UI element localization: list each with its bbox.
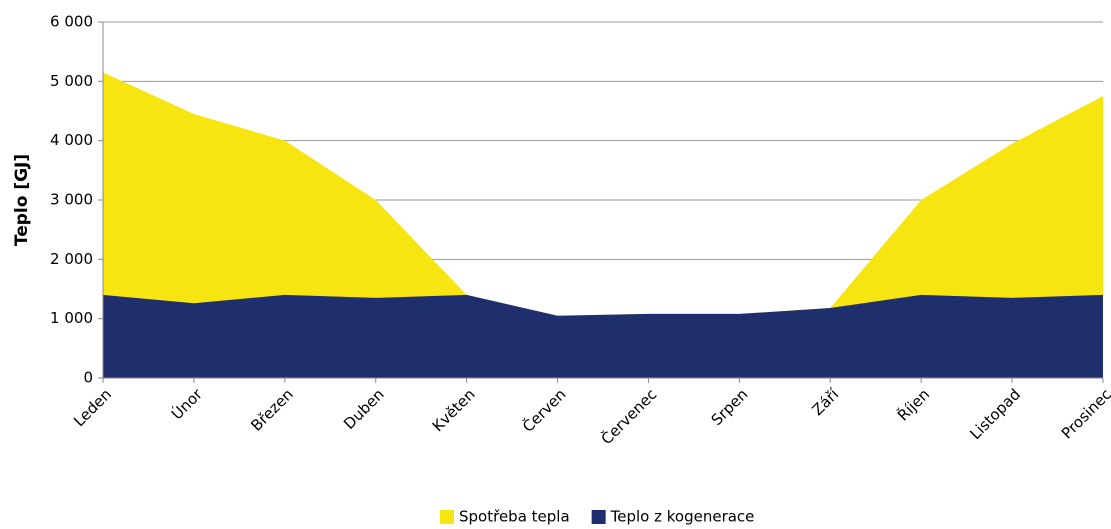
x-tick-label: Leden (70, 385, 115, 430)
x-tick-label: Duben (340, 385, 388, 433)
x-tick-label: Prosinec (1058, 385, 1111, 442)
y-tick-label: 0 (83, 369, 93, 387)
y-tick-label: 6 000 (50, 13, 93, 31)
x-tick-label: Srpen (708, 385, 752, 429)
x-tick-label: Březen (247, 385, 296, 434)
y-tick-label: 5 000 (50, 72, 93, 90)
x-tick-label: Říjen (893, 385, 933, 425)
x-tick-label: Listopad (966, 385, 1024, 443)
area (103, 294, 1103, 378)
x-tick-label: Květen (429, 385, 479, 435)
legend-swatch (591, 510, 606, 524)
y-tick-label: 1 000 (50, 309, 93, 327)
y-tick-label: 4 000 (50, 131, 93, 149)
x-tick-label: Únor (167, 384, 206, 423)
legend-label: Spotřeba tepla (459, 508, 570, 526)
legend-label: Teplo z kogenerace (610, 508, 755, 526)
y-tick-label: 2 000 (50, 250, 93, 268)
legend-swatch (440, 510, 454, 524)
y-axis-title: Teplo [GJ] (12, 154, 32, 246)
x-tick-label: Červenec (597, 385, 661, 449)
x-tick-label: Září (808, 385, 842, 419)
x-tick-label: Červen (518, 385, 569, 436)
y-tick-label: 3 000 (50, 191, 93, 209)
